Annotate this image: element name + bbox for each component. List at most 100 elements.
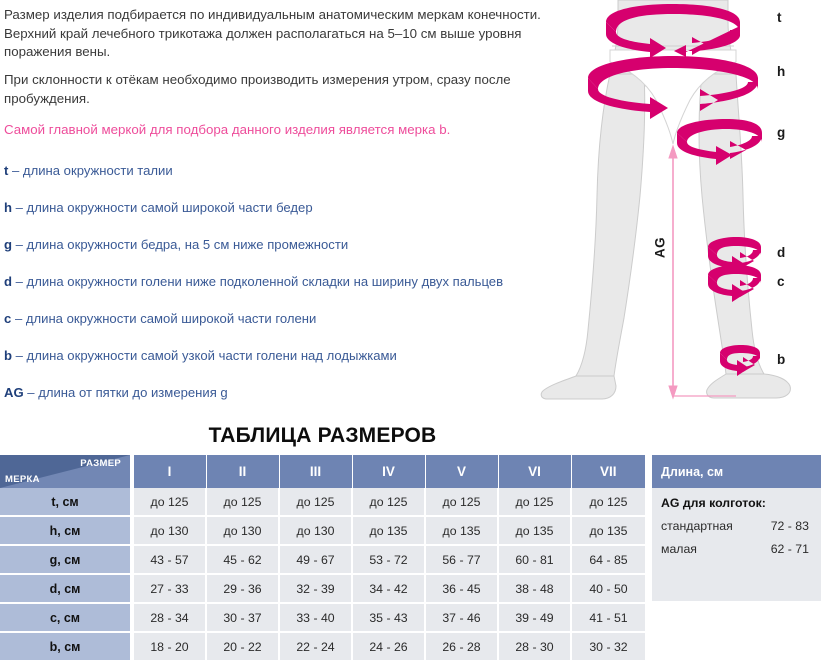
cell-t-5: до 125: [424, 488, 498, 517]
cell-t-1: до 125: [132, 488, 206, 517]
legend-text-g: – длина окружности бедра, на 5 см ниже п…: [15, 237, 349, 252]
cell-b-1: 18 - 20: [132, 632, 206, 662]
cell-h-7: до 135: [570, 516, 645, 546]
cell-c-5: 37 - 46: [424, 603, 498, 633]
cell-d-5: 36 - 45: [424, 574, 498, 604]
band-h: [588, 56, 758, 119]
row-spacer: [130, 603, 133, 632]
length-name-small: малая: [661, 542, 697, 556]
size-header-1: I: [132, 455, 206, 488]
cell-c-6: 39 - 49: [497, 603, 571, 633]
row-spacer: [130, 574, 133, 603]
cell-t-4: до 125: [351, 488, 425, 517]
cell-d-2: 29 - 36: [205, 574, 279, 604]
corner-column-label: РАЗМЕР: [80, 458, 121, 469]
corner-diagonal-icon: [0, 455, 130, 488]
cell-t-7: до 125: [570, 488, 645, 517]
cell-t-6: до 125: [497, 488, 571, 517]
table-header-row: РАЗМЕР МЕРКА I II III IV V VI VII: [0, 455, 645, 488]
length-value-standard: 72 - 83: [770, 519, 809, 533]
cell-d-4: 34 - 42: [351, 574, 425, 604]
size-header-5: V: [424, 455, 498, 488]
cell-h-4: до 135: [351, 516, 425, 546]
legend-text-t: – длина окружности талии: [12, 163, 173, 178]
legend-item-d: d – длина окружности голени ниже подколе…: [4, 273, 503, 290]
cell-h-2: до 130: [205, 516, 279, 546]
cell-g-6: 60 - 81: [497, 545, 571, 575]
legend-key-d: d: [4, 274, 12, 289]
length-name-standard: стандартная: [661, 519, 733, 533]
size-header-3: III: [278, 455, 352, 488]
cell-c-7: 41 - 51: [570, 603, 645, 633]
cell-h-6: до 135: [497, 516, 571, 546]
cell-t-2: до 125: [205, 488, 279, 517]
band-t: [606, 4, 740, 58]
row-label-t: t, см: [0, 488, 130, 517]
cell-c-2: 30 - 37: [205, 603, 279, 633]
intro-paragraph-1: Размер изделия подбирается по индивидуал…: [4, 7, 541, 59]
diagram-label-c: c: [777, 274, 785, 289]
diagram-label-b: b: [777, 352, 786, 367]
legend-text-h: – длина окружности самой широкой части б…: [15, 200, 313, 215]
size-header-6: VI: [497, 455, 571, 488]
legend-item-g: g – длина окружности бедра, на 5 см ниже…: [4, 236, 348, 253]
cell-g-1: 43 - 57: [132, 545, 206, 575]
page-title: ТАБЛИЦА РАЗМЕРОВ: [208, 424, 437, 447]
legend-key-ag: AG: [4, 385, 24, 400]
legend-key-t: t: [4, 163, 9, 178]
legend-key-c: c: [4, 311, 12, 326]
cell-g-2: 45 - 62: [205, 545, 279, 575]
cell-t-3: до 125: [278, 488, 352, 517]
legend-text-ag: – длина от пятки до измерения g: [27, 385, 228, 400]
cell-d-6: 38 - 48: [497, 574, 571, 604]
cell-h-5: до 135: [424, 516, 498, 546]
legend-key-g: g: [4, 237, 12, 252]
diagram-label-d: d: [777, 245, 786, 260]
length-panel: Длина, см AG для колготок: стандартная 7…: [652, 455, 821, 601]
header-spacer: [130, 455, 133, 488]
row-label-b: b, см: [0, 632, 130, 662]
length-row-small: малая 62 - 71: [652, 533, 821, 556]
size-header-2: II: [205, 455, 279, 488]
cell-d-1: 27 - 33: [132, 574, 206, 604]
legend-item-c: c – длина окружности самой широкой части…: [4, 310, 316, 327]
table-row: b, см 18 - 20 20 - 22 22 - 24 24 - 26 26…: [0, 632, 645, 662]
key-measurement-note: Самой главной меркой для подбора данного…: [4, 122, 451, 137]
corner-header-cell: РАЗМЕР МЕРКА: [0, 455, 130, 488]
legend-key-h: h: [4, 200, 12, 215]
row-spacer: [130, 488, 133, 516]
band-b: [720, 345, 760, 376]
table-row: c, см 28 - 34 30 - 37 33 - 40 35 - 43 37…: [0, 603, 645, 633]
diagram-label-ag: AG: [652, 236, 668, 259]
table-row: d, см 27 - 33 29 - 36 32 - 39 34 - 42 36…: [0, 574, 645, 604]
cell-b-6: 28 - 30: [497, 632, 571, 662]
cell-c-3: 33 - 40: [278, 603, 352, 633]
cell-b-4: 24 - 26: [351, 632, 425, 662]
legend-item-t: t – длина окружности талии: [4, 162, 173, 179]
row-label-c: c, см: [0, 603, 130, 633]
corner-row-label: МЕРКА: [5, 474, 40, 485]
cell-c-1: 28 - 34: [132, 603, 206, 633]
row-label-h: h, см: [0, 516, 130, 546]
cell-b-7: 30 - 32: [570, 632, 645, 662]
cell-d-3: 32 - 39: [278, 574, 352, 604]
legend-text-b: – длина окружности самой узкой части гол…: [15, 348, 397, 363]
leg-silhouette-svg: [540, 0, 791, 400]
intro-paragraph-2: При склонности к отёкам необходимо произ…: [4, 72, 511, 106]
row-spacer: [130, 516, 133, 545]
length-panel-title: AG для колготок:: [661, 496, 766, 510]
band-c: [708, 265, 761, 302]
length-panel-header: Длина, см: [652, 455, 821, 488]
diagram-label-g: g: [777, 125, 786, 140]
size-header-7: VII: [570, 455, 645, 488]
legend-text-c: – длина окружности самой широкой части г…: [14, 311, 317, 326]
cell-c-4: 35 - 43: [351, 603, 425, 633]
table-row: h, см до 130 до 130 до 130 до 135 до 135…: [0, 516, 645, 546]
row-label-g: g, см: [0, 545, 130, 575]
legend-key-b: b: [4, 348, 12, 363]
legend-item-ag: AG – длина от пятки до измерения g: [4, 384, 228, 401]
cell-b-5: 26 - 28: [424, 632, 498, 662]
cell-g-4: 53 - 72: [351, 545, 425, 575]
cell-h-1: до 130: [132, 516, 206, 546]
